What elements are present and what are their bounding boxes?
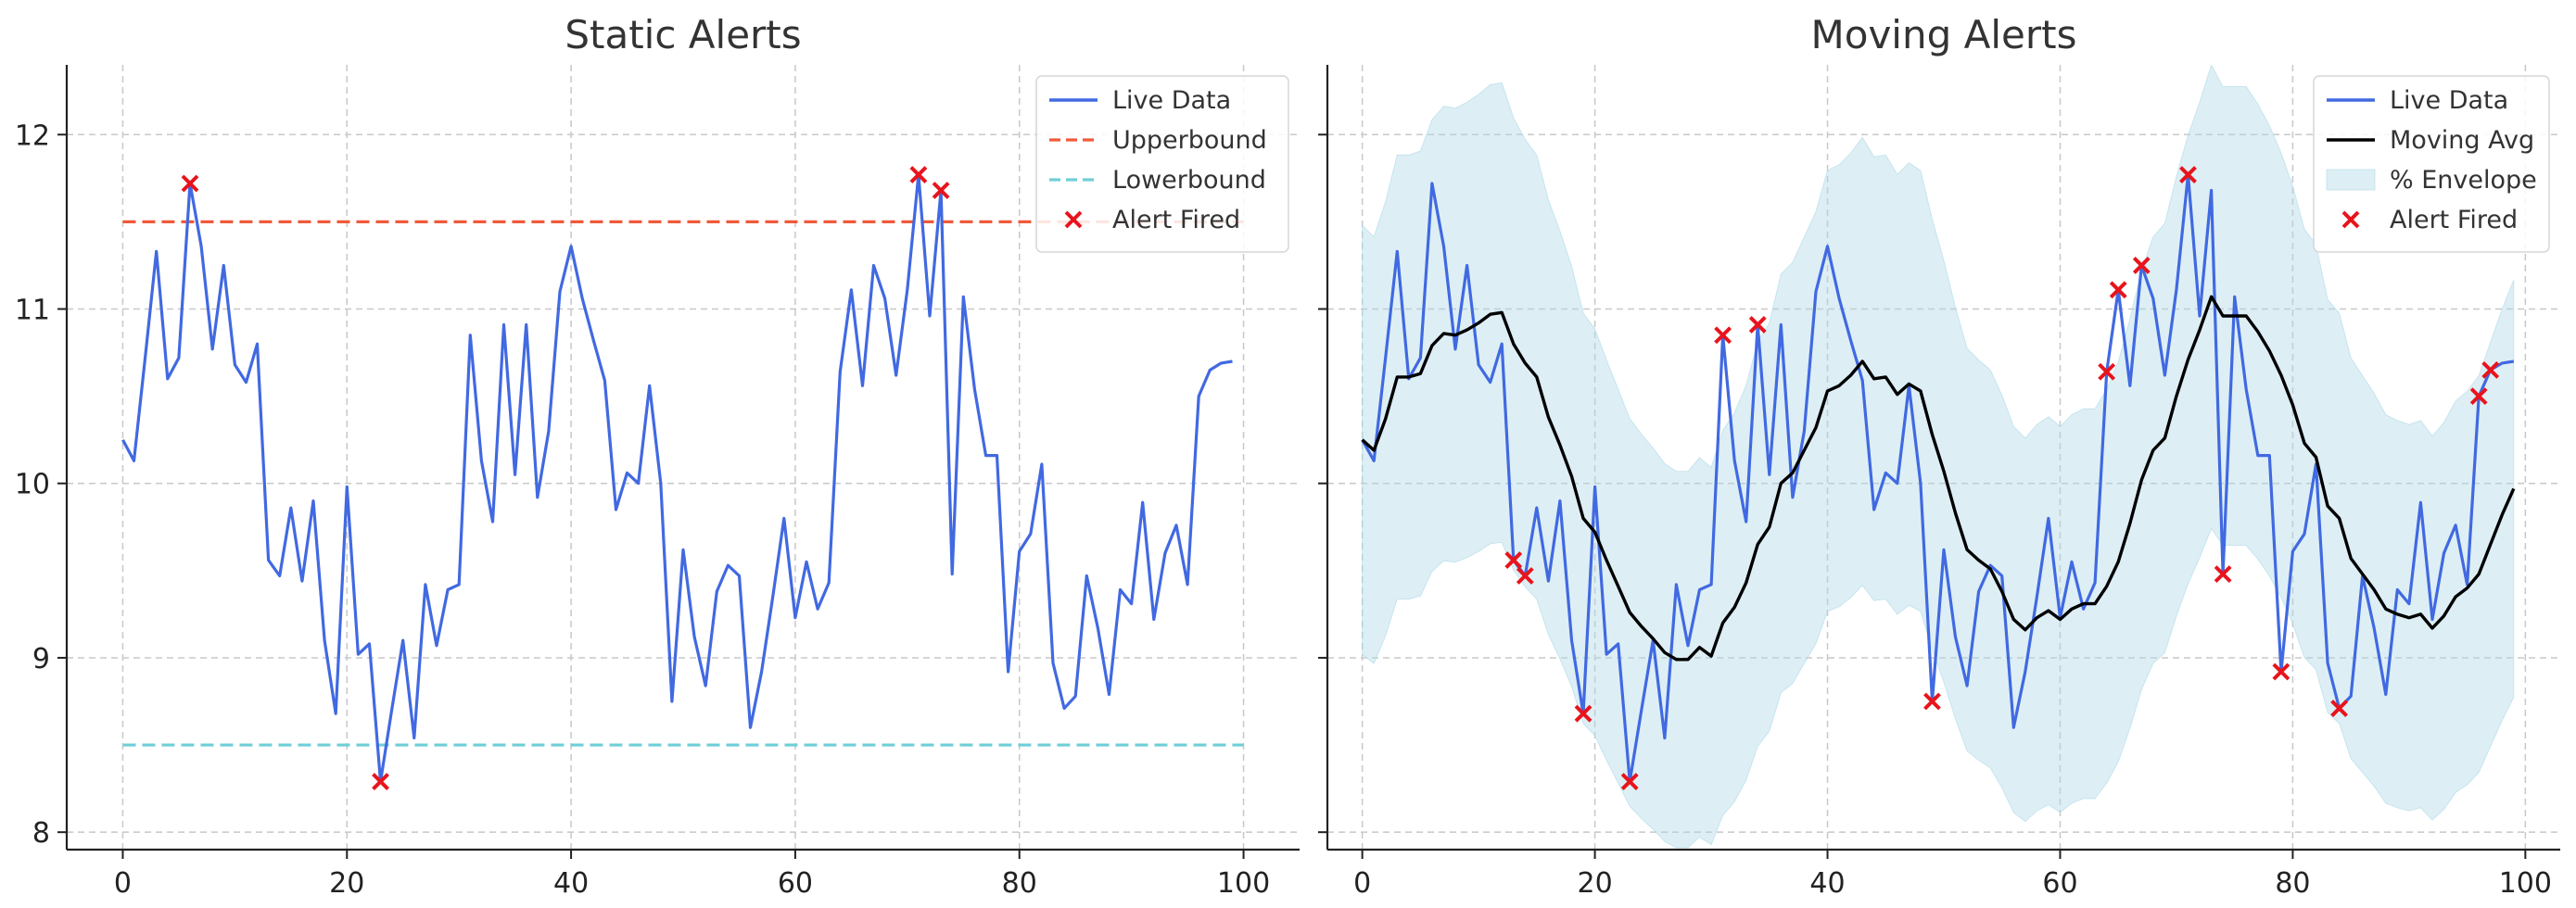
y-tick-label: 12 bbox=[15, 120, 50, 152]
panel-1: Static Alerts 0 20 40 60 80 100 8 9 10 11 12 Live Da… bbox=[15, 12, 1300, 900]
live-data-line bbox=[121, 173, 1233, 784]
x-tick-label: 0 bbox=[1353, 867, 1371, 900]
x-tick-label: 40 bbox=[553, 867, 589, 900]
legend-label: Alert Fired bbox=[2390, 206, 2518, 234]
legend: Live Data Moving Avg % Envelope Alert Fired bbox=[2313, 75, 2550, 253]
x-tick-label: 100 bbox=[2499, 867, 2552, 900]
plot-area bbox=[1361, 65, 2516, 849]
legend-label: Moving Avg bbox=[2390, 126, 2534, 155]
panel-2: Moving Alerts 0 20 40 60 80 100 Live Data Moving… bbox=[1318, 12, 2560, 900]
alert-marker bbox=[2272, 662, 2290, 681]
legend-label: Live Data bbox=[2390, 86, 2508, 115]
legend-label: Lowerbound bbox=[1112, 166, 1266, 195]
alert-marker bbox=[1504, 551, 1523, 569]
live-data-line bbox=[1361, 173, 2515, 784]
alert-marker bbox=[372, 773, 389, 791]
legend: Live Data Upperbound Lowerbound Alert Fired bbox=[1035, 75, 1289, 253]
alert-marker bbox=[2179, 166, 2197, 183]
x-tick-label: 40 bbox=[1809, 867, 1845, 900]
alert-marker bbox=[1923, 692, 1941, 711]
legend-label: % Envelope bbox=[2390, 166, 2537, 195]
x-tick-label: 0 bbox=[114, 867, 132, 900]
alert-marker bbox=[1516, 567, 1534, 585]
alert-marker bbox=[2098, 362, 2116, 381]
alert-marker bbox=[1748, 316, 1767, 334]
y-tick-label: 8 bbox=[32, 817, 50, 850]
y-tick-label: 10 bbox=[15, 469, 50, 501]
legend-box bbox=[1035, 75, 1289, 253]
legend-swatch-band bbox=[2326, 169, 2376, 191]
alert-marker bbox=[2132, 257, 2151, 274]
chart-title: Moving Alerts bbox=[1811, 12, 2077, 57]
alert-marker bbox=[909, 166, 928, 183]
x-tick-label: 80 bbox=[2275, 867, 2310, 900]
legend-label: Alert Fired bbox=[1112, 206, 1240, 234]
y-tick-label: 9 bbox=[32, 643, 50, 675]
x-tick-label: 60 bbox=[2042, 867, 2077, 900]
plot-area bbox=[121, 173, 1244, 784]
legend-box bbox=[2313, 75, 2550, 253]
chart-title: Static Alerts bbox=[565, 12, 801, 57]
x-tick-label: 60 bbox=[778, 867, 813, 900]
legend-swatch-marker bbox=[2341, 210, 2360, 229]
legend-label: Live Data bbox=[1112, 86, 1231, 115]
alert-marker bbox=[1714, 326, 1732, 345]
alert-marker bbox=[2214, 565, 2232, 584]
alert-marker bbox=[932, 182, 950, 199]
alert-marker bbox=[181, 174, 199, 193]
alert-marker bbox=[2469, 387, 2488, 406]
alert-marker bbox=[1574, 704, 1593, 723]
alert-marker bbox=[2481, 360, 2500, 379]
alert-marker bbox=[2330, 700, 2349, 717]
x-tick-label: 80 bbox=[1002, 867, 1037, 900]
moving-avg-line bbox=[1361, 295, 2516, 662]
y-tick-label: 11 bbox=[15, 295, 50, 327]
legend-label: Upperbound bbox=[1112, 126, 1267, 155]
x-tick-label: 20 bbox=[1577, 867, 1612, 900]
alert-marker bbox=[1620, 773, 1639, 791]
legend-swatch-marker bbox=[1064, 210, 1083, 229]
x-tick-label: 20 bbox=[329, 867, 364, 900]
x-tick-label: 100 bbox=[1217, 867, 1270, 900]
alert-marker bbox=[2109, 281, 2127, 299]
